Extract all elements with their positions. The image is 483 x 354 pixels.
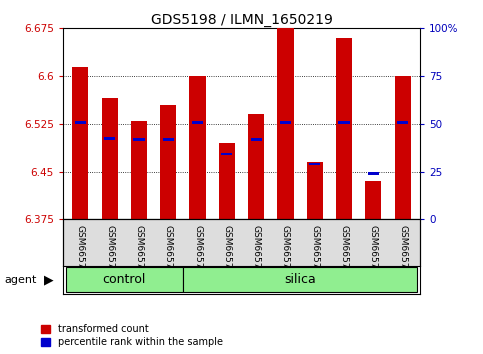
Text: GSM665788: GSM665788: [164, 225, 173, 280]
Bar: [221, 153, 232, 155]
Bar: [72, 67, 88, 219]
Text: GSM665774: GSM665774: [134, 225, 143, 280]
Text: GSM665770: GSM665770: [281, 225, 290, 280]
Text: GSM665754: GSM665754: [222, 225, 231, 280]
Bar: [192, 121, 203, 124]
Bar: [277, 28, 294, 219]
Bar: [66, 267, 183, 292]
Bar: [307, 162, 323, 219]
Bar: [251, 138, 262, 141]
Text: silica: silica: [284, 273, 316, 286]
Bar: [219, 143, 235, 219]
Text: GSM665771: GSM665771: [105, 225, 114, 280]
Bar: [339, 121, 350, 124]
Bar: [133, 138, 144, 141]
Text: GSM665792: GSM665792: [369, 225, 378, 280]
Bar: [397, 121, 408, 124]
Title: GDS5198 / ILMN_1650219: GDS5198 / ILMN_1650219: [151, 13, 332, 27]
Text: GSM665750: GSM665750: [193, 225, 202, 280]
Text: ▶: ▶: [43, 273, 53, 286]
Bar: [131, 121, 147, 219]
Legend: transformed count, percentile rank within the sample: transformed count, percentile rank withi…: [39, 322, 225, 349]
Text: GSM665769: GSM665769: [252, 225, 261, 280]
Bar: [309, 163, 320, 165]
Text: agent: agent: [5, 275, 37, 285]
Bar: [75, 121, 86, 124]
Bar: [189, 76, 206, 219]
Bar: [101, 98, 118, 219]
Bar: [365, 181, 382, 219]
Bar: [248, 114, 264, 219]
Bar: [395, 76, 411, 219]
Text: GSM665775: GSM665775: [310, 225, 319, 280]
Bar: [163, 138, 174, 141]
Bar: [160, 105, 176, 219]
Text: control: control: [102, 273, 146, 286]
Bar: [336, 38, 352, 219]
Text: GSM665785: GSM665785: [340, 225, 349, 280]
Text: GSM665761: GSM665761: [76, 225, 85, 280]
Text: GSM665793: GSM665793: [398, 225, 407, 280]
Bar: [183, 267, 417, 292]
Bar: [368, 172, 379, 175]
Bar: [104, 137, 115, 140]
Bar: [280, 121, 291, 124]
